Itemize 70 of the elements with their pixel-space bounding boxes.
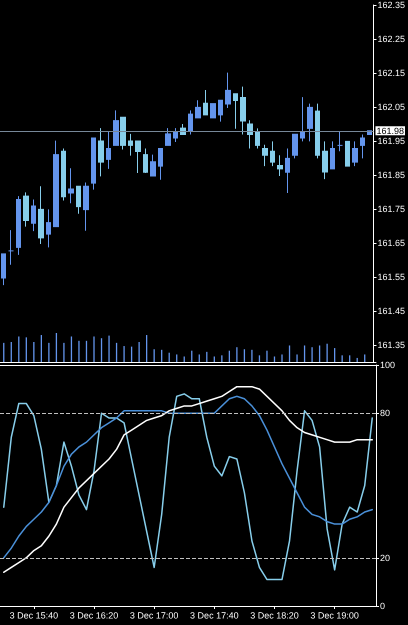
- candlestick: [135, 140, 141, 174]
- candlestick: [195, 100, 201, 118]
- candlestick: [158, 148, 163, 180]
- ref-line-label: 161.98: [376, 126, 404, 136]
- y-tick-label: 162.25: [377, 34, 406, 44]
- candlestick: [76, 186, 81, 214]
- candlestick: [61, 148, 66, 201]
- candlestick: [83, 182, 89, 232]
- candlestick: [31, 198, 36, 232]
- y-tick-label: 0: [380, 601, 386, 611]
- candlestick: [1, 253, 6, 286]
- candlestick: [360, 134, 365, 159]
- candlestick: [210, 103, 216, 118]
- candlestick: [23, 192, 29, 228]
- x-tick-label: 3 Dec 16:20: [70, 610, 118, 620]
- candlestick: [300, 96, 305, 142]
- candlestick: [120, 116, 126, 150]
- x-tick-label: 3 Dec 18:20: [250, 610, 299, 620]
- candlestick: [322, 140, 328, 180]
- candlestick: [307, 103, 313, 142]
- candlestick: [8, 230, 14, 266]
- candlestick: [128, 133, 133, 156]
- y-tick-label: 20: [380, 552, 390, 563]
- candlestick: [337, 130, 343, 152]
- candlestick: [150, 154, 156, 177]
- y-tick-label: 162.35: [377, 0, 406, 10]
- candlestick: [143, 148, 148, 174]
- y-tick-label: 161.65: [377, 238, 406, 248]
- y-tick-label: 161.55: [377, 272, 406, 282]
- candlestick: [225, 72, 231, 109]
- candlestick: [53, 140, 59, 228]
- candlestick: [68, 168, 74, 204]
- x-tick-label: 3 Dec 17:40: [190, 610, 239, 620]
- candlestick: [345, 140, 350, 167]
- y-tick-label: 161.35: [377, 340, 406, 350]
- candlestick: [285, 148, 290, 194]
- candlestick: [240, 86, 246, 136]
- y-tick-label: 161.45: [377, 306, 406, 316]
- x-tick-label: 3 Dec 19:00: [310, 610, 359, 620]
- candlestick: [173, 128, 178, 143]
- candlestick: [188, 110, 193, 136]
- y-tick-label: 161.75: [377, 204, 406, 214]
- candlestick: [106, 130, 111, 170]
- candlestick: [113, 110, 119, 146]
- y-tick-label: 162.05: [377, 102, 406, 112]
- y-tick-label: 100: [380, 360, 396, 370]
- candlestick: [165, 128, 171, 146]
- candlestick: [315, 103, 320, 159]
- candlestick: [98, 128, 104, 177]
- candlestick: [247, 120, 253, 149]
- candlestick: [16, 196, 21, 256]
- candlestick: [292, 134, 298, 159]
- candlestick: [38, 186, 44, 245]
- x-tick-label: 3 Dec 15:40: [10, 610, 58, 620]
- candlestick: [91, 137, 96, 190]
- candlestick: [46, 208, 51, 248]
- candlestick: [255, 128, 260, 149]
- y-tick-label: 162.15: [377, 68, 406, 78]
- candlestick: [277, 154, 283, 177]
- candlestick: [203, 90, 208, 116]
- y-tick-label: 161.85: [377, 170, 406, 180]
- y-tick-label: 80: [380, 408, 390, 418]
- y-tick-label: 161.95: [377, 136, 406, 146]
- x-tick-label: 3 Dec 17:00: [130, 610, 178, 620]
- candlestick: [218, 100, 223, 122]
- candlestick: [352, 140, 358, 167]
- candlestick: [270, 140, 275, 167]
- candlestick: [262, 144, 268, 167]
- candlestick: [330, 140, 335, 170]
- candlestick: [233, 93, 238, 130]
